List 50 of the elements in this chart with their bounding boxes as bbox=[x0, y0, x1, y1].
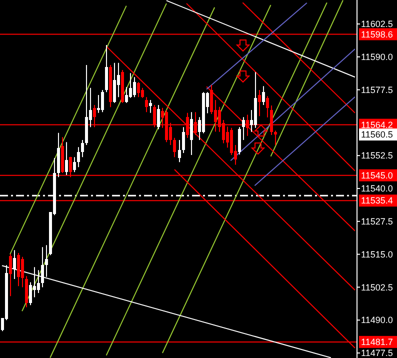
candlestick bbox=[129, 72, 132, 98]
candlestick bbox=[262, 86, 265, 106]
candlestick bbox=[9, 254, 12, 297]
candlestick bbox=[149, 100, 152, 114]
y-tick-label: 11527.5 bbox=[361, 216, 393, 227]
candlestick bbox=[97, 94, 100, 114]
ref-line-label: 11535.4 bbox=[361, 196, 393, 206]
y-tick-label: 11602.5 bbox=[361, 19, 393, 30]
candlestick bbox=[113, 62, 116, 104]
candlestick bbox=[242, 116, 245, 141]
candlestick bbox=[178, 140, 181, 163]
candlestick bbox=[137, 82, 140, 98]
candlestick bbox=[238, 126, 241, 156]
candlestick bbox=[145, 96, 148, 113]
candlestick bbox=[73, 156, 76, 173]
candlestick bbox=[29, 282, 32, 306]
y-tick-label: 11477.5 bbox=[361, 348, 393, 358]
candlestick bbox=[157, 104, 160, 130]
candlestick bbox=[173, 137, 176, 158]
candlestick bbox=[125, 86, 128, 104]
annotation: 11560.5 bbox=[361, 130, 393, 140]
ref-line-label: 11481.7 bbox=[361, 337, 393, 348]
candlestick bbox=[190, 112, 193, 156]
y-tick-label: 11552.5 bbox=[361, 150, 393, 161]
candlestick bbox=[81, 140, 84, 158]
candlestick bbox=[21, 256, 24, 288]
candlestick bbox=[141, 87, 144, 98]
candlestick bbox=[258, 90, 261, 117]
ref-line-label: 11545.0 bbox=[361, 170, 393, 180]
candlestick bbox=[17, 252, 20, 287]
y-tick-label: 11540.0 bbox=[361, 184, 393, 194]
candlestick bbox=[65, 142, 68, 176]
y-tick-label: 11502.5 bbox=[361, 282, 393, 292]
candlestick bbox=[77, 146, 80, 168]
ref-line-label: 11598.6 bbox=[361, 29, 393, 40]
candlestick bbox=[230, 127, 233, 156]
candlestick bbox=[117, 62, 120, 98]
candlestick bbox=[37, 270, 40, 294]
candlestick bbox=[274, 130, 277, 146]
candlestick bbox=[133, 76, 136, 98]
ref-line-label: 11564.2 bbox=[361, 120, 393, 130]
y-tick-label: 11577.5 bbox=[361, 84, 393, 95]
candlestick bbox=[101, 90, 104, 113]
candlestick bbox=[182, 126, 185, 154]
y-tick-label: 11490.0 bbox=[361, 315, 393, 326]
y-tick-label: 11515.0 bbox=[361, 249, 393, 260]
candlestick bbox=[266, 96, 269, 118]
y-tick-label: 11590.0 bbox=[361, 52, 393, 62]
candlestick bbox=[25, 276, 28, 308]
candlestick bbox=[105, 44, 108, 93]
